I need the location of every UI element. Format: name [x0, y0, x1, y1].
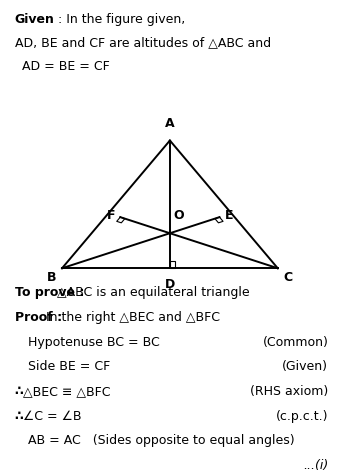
- Text: In the right △BEC and △BFC: In the right △BEC and △BFC: [46, 311, 220, 324]
- Text: ∠C = ∠B: ∠C = ∠B: [23, 410, 81, 422]
- Text: AD = BE = CF: AD = BE = CF: [22, 60, 109, 73]
- Text: ∴: ∴: [15, 385, 28, 398]
- Text: E: E: [225, 209, 233, 222]
- Bar: [170, 261, 175, 268]
- Text: F: F: [107, 209, 115, 222]
- Text: (Common): (Common): [262, 336, 328, 349]
- Text: Given: Given: [15, 13, 55, 26]
- Text: O: O: [173, 209, 184, 222]
- Text: Proof :: Proof :: [15, 311, 66, 324]
- Text: A: A: [165, 117, 175, 131]
- Text: AB = AC   (Sides opposite to equal angles): AB = AC (Sides opposite to equal angles): [28, 434, 295, 447]
- Text: C: C: [284, 271, 293, 284]
- Text: B: B: [47, 271, 56, 284]
- Text: ∴: ∴: [15, 410, 28, 422]
- Text: △BEC ≡ △BFC: △BEC ≡ △BFC: [23, 385, 110, 398]
- Text: : In the figure given,: : In the figure given,: [58, 13, 185, 26]
- Text: Side BE = CF: Side BE = CF: [28, 360, 110, 373]
- Text: D: D: [165, 278, 175, 291]
- Text: △ABC is an equilateral triangle: △ABC is an equilateral triangle: [57, 287, 250, 299]
- Text: To prove :: To prove :: [15, 287, 88, 299]
- Text: (c.p.c.t.): (c.p.c.t.): [276, 410, 328, 422]
- Text: (RHS axiom): (RHS axiom): [250, 385, 328, 398]
- Text: AD, BE and CF are altitudes of △ABC and: AD, BE and CF are altitudes of △ABC and: [15, 36, 271, 50]
- Text: Hypotenuse BC = BC: Hypotenuse BC = BC: [28, 336, 160, 349]
- Text: ...(i): ...(i): [303, 459, 328, 472]
- Text: (Given): (Given): [282, 360, 328, 373]
